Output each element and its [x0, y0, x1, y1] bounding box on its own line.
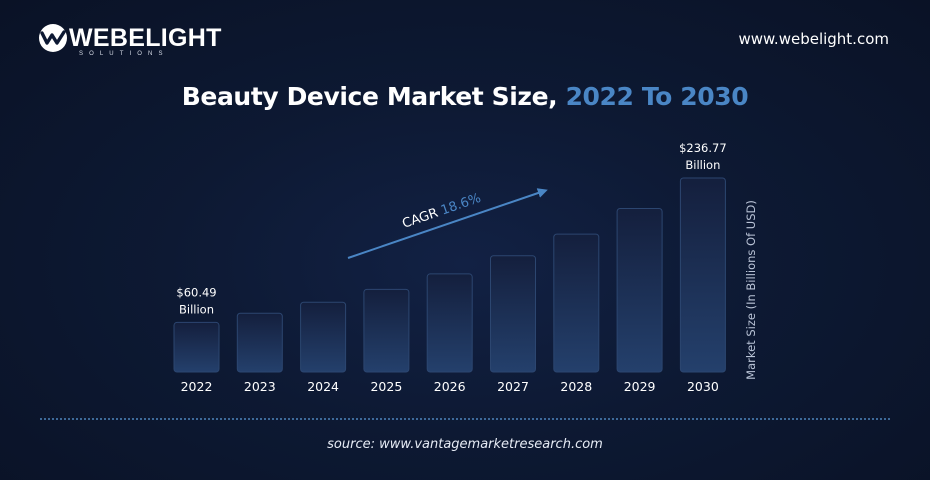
bar-2030 [679, 177, 726, 373]
bar-2025 [363, 288, 410, 373]
bar-2027 [490, 255, 536, 373]
logo-wave-icon [39, 24, 67, 52]
x-tick-2022: 2022 [181, 379, 213, 394]
bar-2026 [426, 273, 473, 373]
y-axis-label: Market Size (In Billions Of USD) [744, 200, 758, 380]
title-accent: 2022 To 2030 [565, 82, 749, 111]
source-citation: source: www.vantagemarketresearch.com [327, 437, 603, 452]
x-tick-2028: 2028 [560, 379, 592, 394]
data-label-value-2030: $236.77 [679, 141, 727, 155]
bar-2024 [300, 301, 347, 373]
bar-2023 [236, 312, 283, 373]
dotted-divider [40, 418, 890, 420]
bars-group [173, 177, 726, 373]
bar-2029 [616, 207, 663, 373]
cagr-arrow [347, 188, 548, 259]
website-link[interactable]: www.webelight.com [738, 30, 890, 48]
bar-2022 [173, 321, 220, 373]
x-tick-2024: 2024 [307, 379, 339, 394]
x-tick-2027: 2027 [497, 379, 529, 394]
x-tick-2023: 2023 [244, 379, 276, 394]
data-label-unit-2022: Billion [179, 302, 214, 316]
x-tick-2026: 2026 [434, 379, 466, 394]
data-label-value-2022: $60.49 [176, 285, 216, 299]
x-tick-2025: 2025 [370, 379, 402, 394]
logo-name: WEBELIGHT [69, 24, 222, 52]
data-labels: $60.49 Billion $236.77 Billion [176, 141, 726, 316]
title-main: Beauty Device Market Size, [181, 82, 558, 111]
x-tick-2030: 2030 [687, 379, 719, 394]
logo-tagline: SOLUTIONS [79, 51, 169, 57]
x-tick-labels: 2022 2023 2024 2025 2026 2027 2028 2029 2030 [181, 379, 719, 394]
bar-2028 [553, 233, 600, 373]
data-label-unit-2030: Billion [685, 158, 720, 172]
chart-title: Beauty Device Market Size, 2022 To 2030 [0, 82, 930, 111]
x-tick-2029: 2029 [624, 379, 656, 394]
